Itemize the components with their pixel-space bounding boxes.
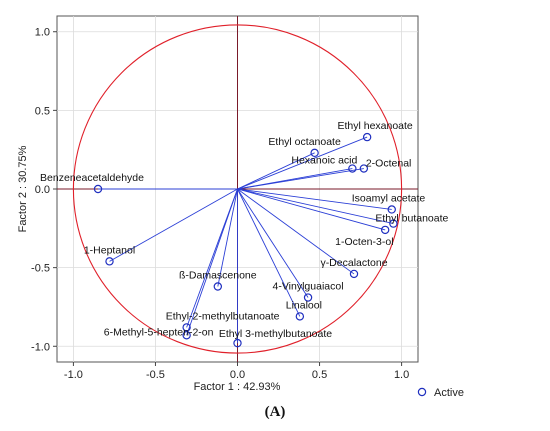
loading-vector-11 (237, 188, 309, 298)
data-point-7 (380, 225, 390, 235)
point-label-3: 2-Octenal (366, 158, 412, 170)
point-label-15: Ethyl 3-methylbutanoate (219, 328, 332, 340)
loading-vector-9 (237, 188, 355, 275)
loading-vector-8 (109, 188, 238, 262)
figure-caption: (A) (264, 404, 286, 420)
data-point-15 (233, 338, 242, 348)
point-labels: Ethyl hexanoate Ethyl octanoate Hexanoic a… (40, 120, 448, 340)
point-label-9: γ-Decalactone (320, 257, 387, 269)
data-point-2 (348, 164, 357, 173)
point-label-5: Isoamyl acetate (352, 192, 426, 204)
loading-vector-7 (237, 188, 386, 231)
data-point-5 (387, 205, 396, 214)
y-tick-label-1: 0.5 (35, 105, 50, 117)
data-point-4 (93, 184, 103, 194)
point-label-10: ß-Damascenone (179, 270, 257, 282)
y-axis-ticks: 1.0 0.5 0.0 -0.5 -1.0 (31, 27, 57, 353)
y-tick-label-4: -1.0 (31, 341, 50, 353)
legend-entry-active: Active (434, 387, 464, 399)
unit-circle (72, 24, 403, 354)
loading-vector-0 (237, 136, 368, 190)
point-label-0: Ethyl hexanoate (337, 120, 412, 132)
loading-vector-14 (186, 188, 238, 336)
legend-marker (417, 387, 427, 397)
data-point-0 (362, 132, 372, 142)
x-axis-label: Factor 1 : 42.93% (194, 381, 281, 393)
data-point-10 (213, 282, 223, 291)
point-label-1: Ethyl octanoate (268, 136, 341, 148)
x-tick-label-0: -1.0 (64, 369, 83, 381)
point-label-11: 4-Vinylguaiacol (273, 281, 344, 293)
loading-vector-3 (237, 168, 364, 190)
y-tick-label-0: 1.0 (35, 27, 50, 39)
loading-vector-10 (217, 188, 238, 287)
data-point-9 (349, 269, 359, 279)
data-point-6 (389, 219, 398, 228)
point-label-6: Ethyl butanoate (375, 213, 448, 225)
x-tick-label-2: 0.0 (230, 369, 245, 381)
y-tick-label-2: 0.0 (35, 184, 50, 196)
point-label-12: Linalool (286, 299, 322, 311)
y-axis-label: Factor 2 : 30.75% (17, 145, 29, 232)
point-label-4: Benzeneacetaldehyde (40, 172, 144, 184)
y-tick-label-3: -0.5 (31, 263, 50, 275)
x-axis-ticks: -1.0 -0.5 0.0 0.5 1.0 (64, 362, 409, 381)
data-point-8 (105, 257, 114, 266)
loading-vector-12 (237, 188, 301, 317)
data-point-12 (295, 312, 305, 321)
x-tick-label-3: 0.5 (312, 369, 327, 381)
data-point-13 (182, 323, 191, 332)
point-label-2: Hexanoic acid (291, 155, 357, 167)
loading-vectors (98, 136, 394, 344)
x-tick-label-1: -0.5 (146, 369, 165, 381)
point-label-7: 1-Octen-3-ol (335, 236, 393, 248)
point-label-14: 6-Methyl-5-hepten-2-on (104, 326, 214, 338)
data-points (93, 132, 398, 348)
data-point-11 (303, 293, 313, 302)
loading-vector-1 (237, 152, 315, 190)
x-tick-label-4: 1.0 (394, 369, 409, 381)
legend: Active (417, 387, 464, 399)
data-point-3 (359, 164, 369, 173)
data-point-14 (182, 331, 191, 340)
point-label-13: Ethyl-2-methylbutanoate (166, 310, 280, 322)
loading-vector-5 (237, 188, 392, 210)
point-label-8: 1-Heptanol (84, 244, 135, 256)
loading-vector-6 (237, 188, 394, 225)
data-point-1 (310, 148, 319, 158)
